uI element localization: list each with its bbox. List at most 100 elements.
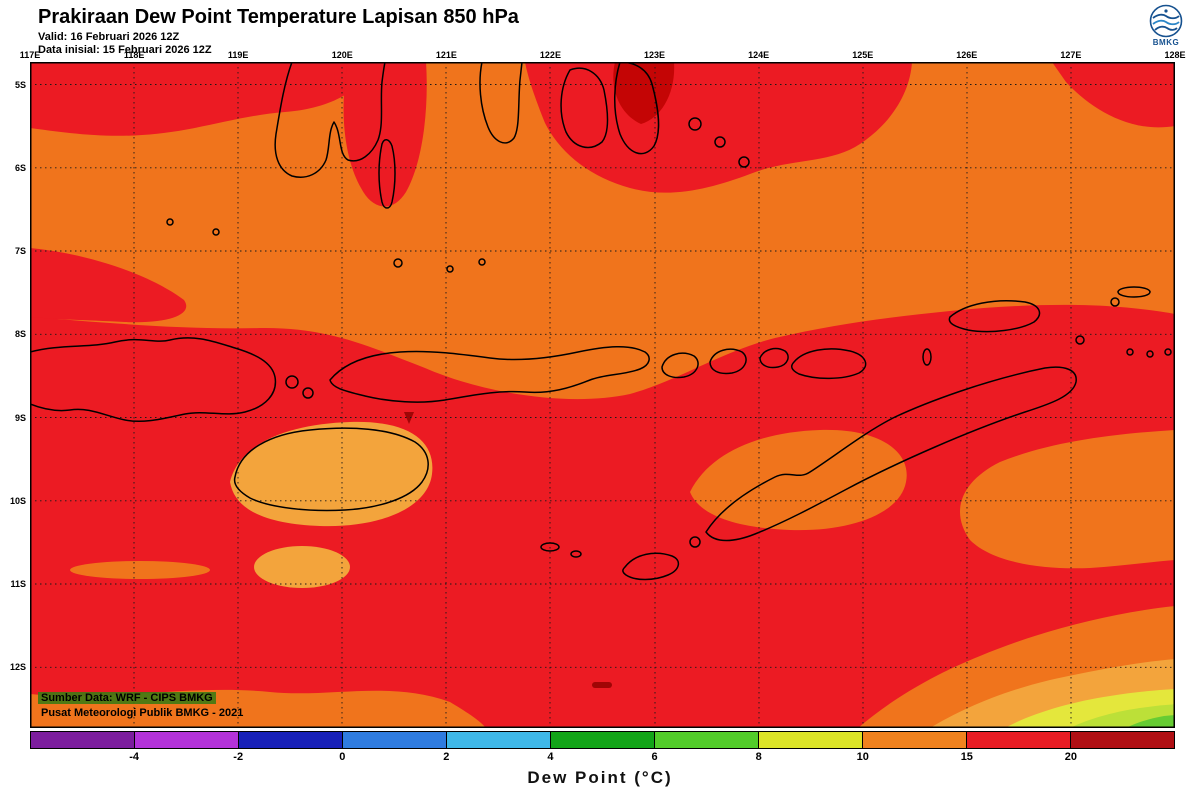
init-time-label: Data inisial: 15 Februari 2026 12Z bbox=[38, 44, 212, 56]
coast-wakatobi-3 bbox=[738, 156, 750, 168]
coast-sumbawa bbox=[30, 337, 277, 423]
colorbar-tick: 4 bbox=[547, 751, 554, 763]
field-orange-timor bbox=[690, 429, 907, 531]
coast-timor bbox=[705, 366, 1077, 542]
colorbar-segment bbox=[551, 732, 655, 748]
coast-flores bbox=[329, 345, 650, 403]
field-red-topleft bbox=[30, 62, 366, 136]
field-darkred-spot2 bbox=[592, 682, 612, 688]
lon-label: 125E bbox=[852, 50, 874, 60]
colorbar-tick: 20 bbox=[1064, 751, 1078, 763]
valid-time-label: Valid: 16 Februari 2026 12Z bbox=[38, 31, 180, 43]
graticule bbox=[30, 62, 1175, 728]
colorbar-segment bbox=[967, 732, 1071, 748]
coast-rote bbox=[622, 552, 680, 581]
coast-savu bbox=[540, 542, 560, 552]
colorbar-segment bbox=[343, 732, 447, 748]
colorbar-segment bbox=[135, 732, 239, 748]
colorbar-segment bbox=[863, 732, 967, 748]
coast-semau bbox=[689, 536, 701, 548]
coastlines bbox=[30, 62, 1172, 581]
field-green-corner bbox=[1126, 715, 1175, 728]
colorbar-tick: 2 bbox=[443, 751, 450, 763]
field-red-leftbump bbox=[30, 248, 187, 323]
coast-wakatobi-1 bbox=[688, 117, 702, 131]
bmkg-logo: BMKG bbox=[1144, 4, 1188, 47]
coast-pura bbox=[759, 347, 789, 369]
coast-wetar bbox=[948, 300, 1041, 333]
coast-islet-4 bbox=[446, 265, 454, 273]
dewpoint-field-map bbox=[30, 62, 1175, 728]
lon-label: 120E bbox=[331, 50, 353, 60]
coast-rinca bbox=[302, 387, 314, 399]
coast-leti-3 bbox=[1164, 348, 1172, 356]
coast-raijua bbox=[570, 550, 582, 558]
lon-label: 121E bbox=[435, 50, 457, 60]
coast-alor bbox=[790, 348, 867, 380]
lon-label: 119E bbox=[227, 50, 249, 60]
lat-label: 12S bbox=[9, 662, 26, 673]
coast-wakatobi-2 bbox=[714, 136, 726, 148]
coast-muna bbox=[560, 67, 609, 149]
field-amber-small bbox=[254, 546, 350, 588]
coast-moa bbox=[1117, 286, 1151, 298]
colorbar-segment bbox=[239, 732, 343, 748]
coast-kisar bbox=[1075, 335, 1085, 345]
lat-label: 8S bbox=[14, 329, 26, 340]
field-red-streak bbox=[343, 62, 427, 207]
lat-label: 9S bbox=[14, 412, 26, 423]
map-border bbox=[30, 62, 1175, 728]
lat-label: 10S bbox=[9, 495, 26, 506]
lon-label: 126E bbox=[956, 50, 978, 60]
coast-romang bbox=[1110, 297, 1120, 307]
lat-label: 11S bbox=[10, 579, 26, 589]
colorbar-tick: 6 bbox=[651, 751, 658, 763]
colorbar-caption: Dew Point (°C) bbox=[527, 768, 673, 787]
lon-label: 128E bbox=[1164, 50, 1186, 60]
lon-label: 124E bbox=[748, 50, 770, 60]
field-orange-wisp bbox=[70, 561, 210, 579]
coast-south-sulawesi bbox=[274, 62, 386, 178]
colorbar-tick: 10 bbox=[856, 751, 869, 763]
field-darkred-spot1 bbox=[404, 412, 414, 424]
page-title: Prakiraan Dew Point Temperature Lapisan … bbox=[38, 6, 519, 28]
lon-label: 123E bbox=[644, 50, 666, 60]
colorbar-wrap: -4 -2 0 2 4 6 8 10 15 20 bbox=[30, 731, 1175, 765]
bmkg-logo-icon bbox=[1149, 4, 1183, 38]
colorbar-tick: 0 bbox=[339, 751, 346, 763]
colorbar-segment bbox=[31, 732, 135, 748]
colorbar bbox=[30, 731, 1175, 749]
bmkg-logo-text: BMKG bbox=[1152, 38, 1180, 47]
coast-islet-1 bbox=[166, 218, 174, 226]
map-canvas: Sumber Data: WRF - CIPS BMKG Pusat Meteo… bbox=[30, 62, 1175, 728]
coast-buton bbox=[613, 62, 660, 155]
lat-label: 5S bbox=[14, 79, 26, 90]
colorbar-segment bbox=[1071, 732, 1174, 748]
coast-lembata bbox=[661, 352, 699, 379]
coast-selayar bbox=[378, 139, 396, 209]
coast-komodo bbox=[285, 375, 299, 389]
field-darkred-core bbox=[613, 62, 675, 124]
coast-leti-1 bbox=[1126, 348, 1134, 356]
coast-pantar bbox=[709, 348, 747, 375]
lat-label: 7S bbox=[14, 246, 26, 256]
colorbar-tick: 15 bbox=[960, 751, 973, 763]
coast-atauro bbox=[922, 348, 932, 366]
lon-label: 122E bbox=[539, 50, 561, 60]
colorbar-segment bbox=[655, 732, 759, 748]
coast-islet-2 bbox=[212, 228, 220, 236]
colorbar-segment bbox=[759, 732, 863, 748]
coast-se-sulawesi bbox=[479, 62, 523, 144]
credit-org: Pusat Meteorologi Publik BMKG - 2021 bbox=[41, 707, 244, 719]
lon-label: 127E bbox=[1060, 50, 1082, 60]
lon-label: 118E bbox=[123, 50, 145, 60]
colorbar-tick: 8 bbox=[755, 751, 762, 763]
coast-leti-2 bbox=[1146, 350, 1154, 358]
colorbar-tick: -2 bbox=[233, 751, 244, 763]
coast-islet-3 bbox=[393, 258, 403, 268]
field-red-mainband bbox=[30, 304, 1175, 728]
colorbar-segment bbox=[447, 732, 551, 748]
field-orange-right bbox=[960, 430, 1175, 569]
coast-islet-5 bbox=[478, 258, 486, 266]
